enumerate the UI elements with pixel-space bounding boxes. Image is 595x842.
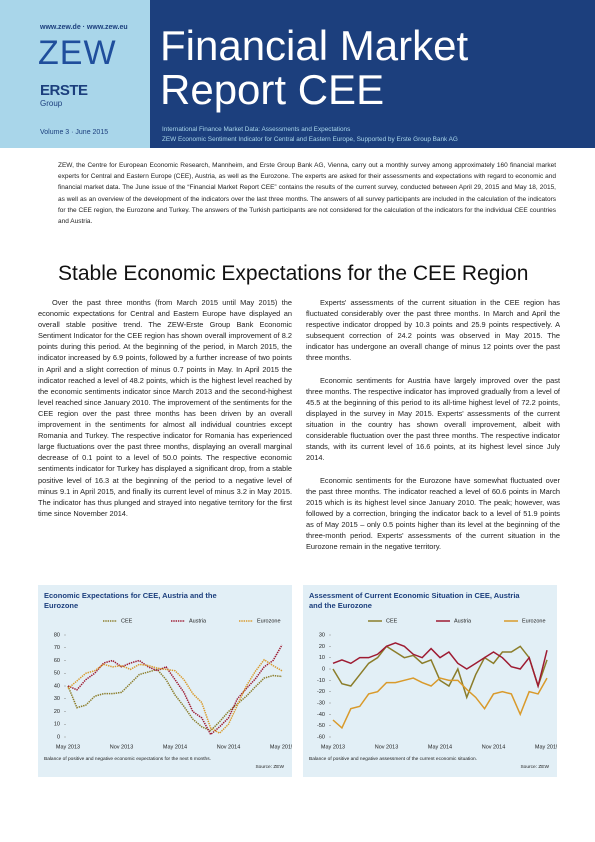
legend-label: Austria: [189, 618, 207, 624]
x-tick-label: Nov 2014: [482, 744, 506, 750]
y-tick-label: 80: [54, 632, 60, 638]
y-tick-label: -10: [317, 678, 325, 684]
chart-box: Assessment of Current Economic Situation…: [303, 585, 557, 777]
paragraph: Economic sentiments for the Eurozone hav…: [306, 475, 560, 552]
intro: ZEW, the Centre for European Economic Re…: [58, 162, 556, 226]
column-left: Over the past three months (from March 2…: [38, 297, 292, 519]
y-tick-label: -20: [317, 689, 325, 695]
chart: 0 10 20 30 40 50 60 70 80 May 2013 Nov 2013 May 201…: [54, 618, 292, 750]
x-tick-label: May 2015: [535, 744, 557, 750]
header-right-band: [150, 0, 595, 148]
y-tick-label: 0: [322, 666, 325, 672]
line: [332, 645, 548, 700]
volume: Volume 3 · June 2015: [40, 129, 109, 136]
legend-label: Austria: [454, 618, 472, 624]
y-tick-label: 30: [54, 696, 60, 702]
x-tick-label: Nov 2014: [217, 744, 241, 750]
chart-note: Balance of positive and negative assessm…: [309, 757, 477, 762]
chart-note: Balance of positive and negative economi…: [44, 757, 211, 762]
y-tick-label: 10: [319, 655, 325, 661]
title: Report CEE: [160, 66, 385, 113]
chart-source: Source: ZEW: [520, 765, 549, 770]
x-tick-label: May 2014: [163, 744, 187, 750]
chart-title: Economic Expectations for CEE, Austria a…: [44, 591, 217, 610]
header-left-band: [0, 0, 150, 148]
column-right: Experts' assessments of the current situ…: [306, 297, 560, 552]
y-tick-label: -60: [317, 734, 325, 740]
legend-label: Eurozone: [522, 618, 546, 624]
line: [67, 644, 283, 736]
chart: -60 -50 -40 -30 -20 -10 0 10 20 30 May 2013 Nov 201…: [317, 618, 557, 750]
subtitle: ZEW Economic Sentiment Indicator for Cen…: [162, 136, 458, 143]
urls: www.zew.de · www.zew.eu: [40, 24, 128, 31]
legend-label: CEE: [121, 618, 133, 624]
paragraph: Experts' assessments of the current situ…: [306, 298, 560, 363]
y-tick-label: -40: [317, 712, 325, 718]
y-tick-label: 60: [54, 658, 60, 664]
y-tick-label: -50: [317, 723, 325, 729]
y-tick-label: -30: [317, 700, 325, 706]
subtitle: International Finance Market Data: Asses…: [162, 126, 351, 133]
line: [332, 677, 548, 730]
x-tick-label: May 2015: [270, 744, 292, 750]
paragraph: Over the past three months (from March 2…: [38, 298, 292, 518]
headline: Stable Economic Expectations for the CEE…: [58, 262, 529, 285]
line: [67, 668, 283, 732]
line: [67, 658, 283, 735]
title: Financial Market: [160, 22, 469, 69]
y-tick-label: 50: [54, 671, 60, 677]
line: [332, 642, 548, 689]
chart-box: Economic Expectations for CEE, Austria a…: [38, 585, 292, 777]
partner-logo-sub: Group: [40, 99, 63, 108]
x-tick-label: Nov 2013: [375, 744, 399, 750]
x-tick-label: May 2013: [56, 744, 80, 750]
x-tick-label: May 2014: [428, 744, 452, 750]
legend-label: Eurozone: [257, 618, 281, 624]
chart-title: Assessment of Current Economic Situation…: [309, 591, 520, 610]
legend-label: CEE: [386, 618, 398, 624]
y-tick-label: 0: [57, 734, 60, 740]
y-tick-label: 20: [319, 644, 325, 650]
x-tick-label: May 2013: [321, 744, 345, 750]
paragraph: Economic sentiments for Austria have lar…: [306, 375, 560, 463]
y-tick-label: 40: [54, 683, 60, 689]
partner-logo: ERSTE: [40, 82, 88, 99]
y-tick-label: 10: [54, 722, 60, 728]
logo: ZEW: [38, 34, 117, 72]
y-tick-label: 30: [319, 632, 325, 638]
chart-source: Source: ZEW: [255, 765, 284, 770]
x-tick-label: Nov 2013: [110, 744, 134, 750]
y-tick-label: 70: [54, 645, 60, 651]
y-tick-label: 20: [54, 709, 60, 715]
